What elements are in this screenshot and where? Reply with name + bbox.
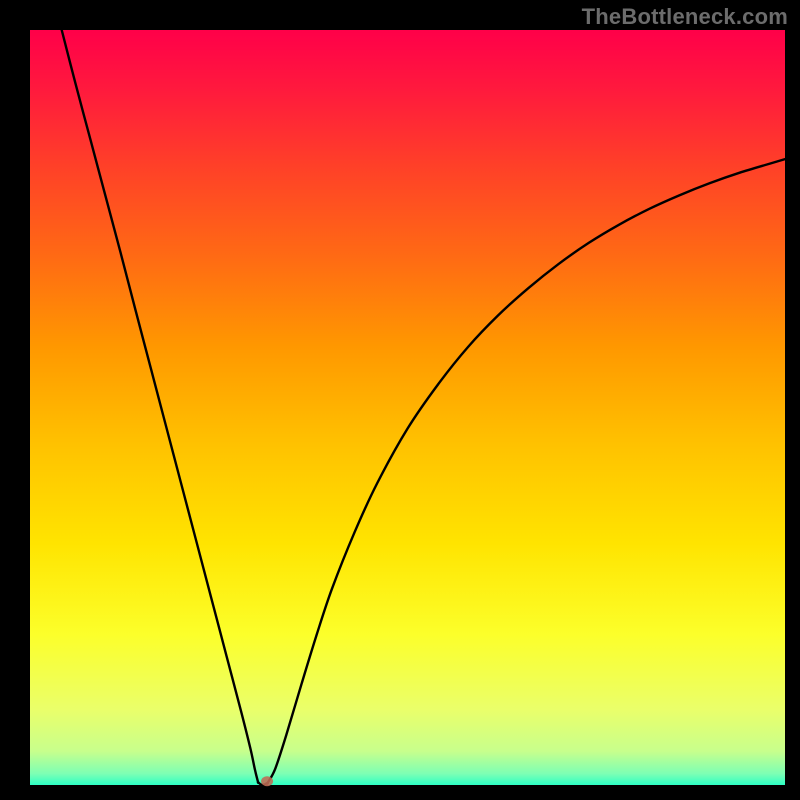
chart-svg bbox=[0, 0, 800, 800]
chart-container: { "watermark": { "text": "TheBottleneck.… bbox=[0, 0, 800, 800]
optimum-marker bbox=[261, 776, 273, 786]
plot-background bbox=[30, 30, 785, 785]
watermark-text: TheBottleneck.com bbox=[582, 4, 788, 30]
